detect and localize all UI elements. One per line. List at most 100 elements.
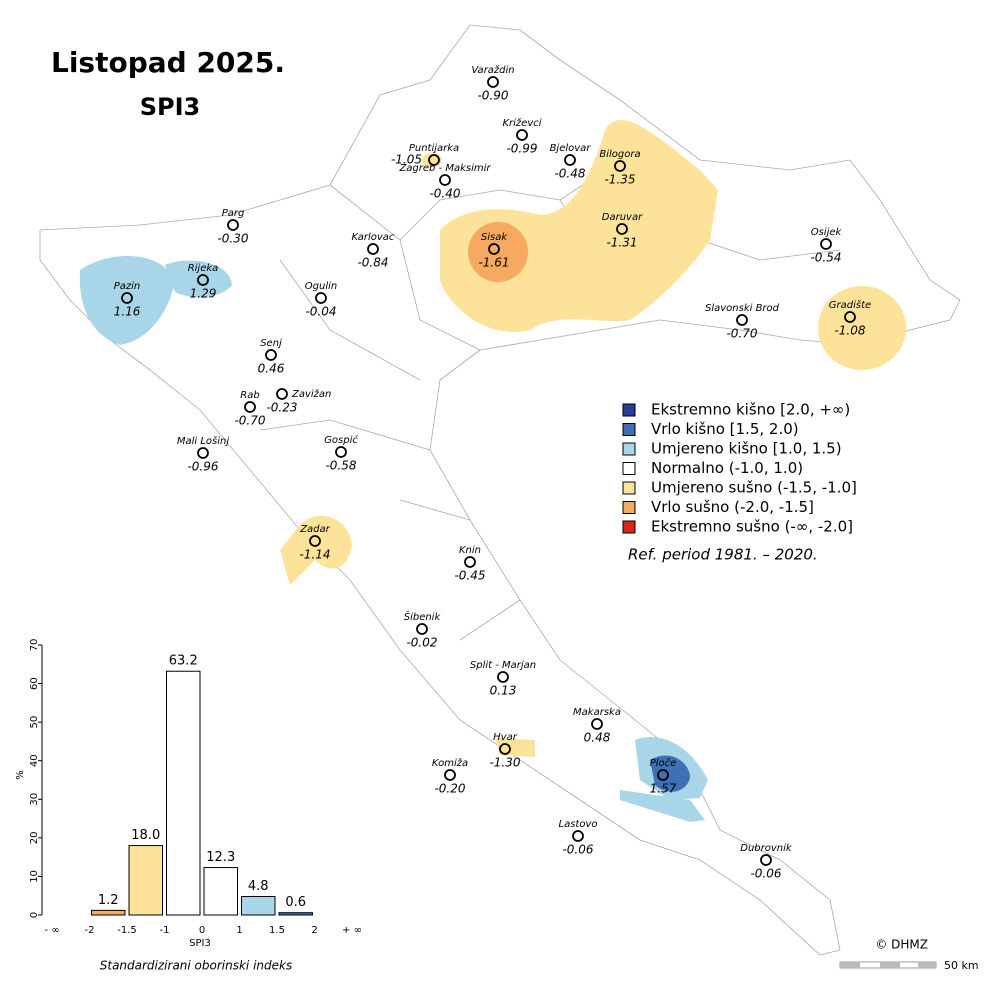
scale-label: 50 km [944, 959, 979, 972]
station-marker [820, 238, 832, 250]
legend-label: Ekstremno sušno (-∞, -2.0] [651, 518, 853, 536]
bar-label: 12.3 [206, 850, 235, 865]
y-tick-label: 50 [29, 716, 40, 729]
station-value: 1.16 [114, 305, 141, 319]
y-tick-label: 20 [29, 831, 40, 844]
station-marker [487, 76, 499, 88]
station-value: -0.58 [325, 459, 356, 473]
station-marker [315, 292, 327, 304]
y-tick-label: 30 [29, 793, 40, 806]
station-value: -0.04 [305, 305, 336, 319]
map-base [39, 24, 961, 956]
x-tick-label: -2 [85, 925, 95, 936]
station-value: -0.99 [506, 142, 537, 156]
station-marker [227, 219, 239, 231]
station-value: -0.96 [187, 460, 218, 474]
x-tick-label: 2 [311, 925, 317, 936]
y-tick-label: 60 [29, 677, 40, 690]
station-name: Zavižan [291, 388, 331, 400]
station-marker [309, 535, 321, 547]
station-value: -0.90 [477, 89, 508, 103]
bar [91, 909, 126, 916]
station-value: -1.05 [391, 153, 422, 167]
station-name: Bjelovar [550, 143, 592, 154]
ref-period: Ref. period 1981. – 2020. [628, 546, 818, 564]
station-marker [497, 671, 509, 683]
y-tick-label: 40 [29, 754, 40, 767]
bar-label: 1.2 [98, 893, 119, 908]
station-name: Rijeka [188, 263, 219, 274]
station-name: Lastovo [559, 819, 598, 830]
station-value: -0.30 [217, 232, 248, 246]
bar-label: 63.2 [169, 654, 198, 669]
station-name: Split - Marjan [470, 660, 536, 671]
station-marker [488, 243, 500, 255]
station-name: Ploče [650, 757, 677, 769]
station-value: 0.46 [258, 362, 285, 376]
station-value: 0.13 [490, 684, 517, 698]
station-marker [499, 743, 511, 755]
station-marker [616, 223, 628, 235]
station-marker [439, 174, 451, 186]
x-axis-label: SPI3 [189, 938, 211, 949]
x-tick-label: 1 [236, 925, 242, 936]
y-tick-label: 0 [29, 912, 40, 918]
y-axis-label: % [15, 770, 26, 780]
station-name: Makarska [573, 707, 621, 718]
station-marker [591, 718, 603, 730]
chart-caption: Standardizirani oborinski indeks [100, 959, 292, 973]
station-value: 1.29 [190, 287, 217, 301]
station-value: -1.31 [606, 236, 637, 250]
station-value: -0.06 [562, 843, 593, 857]
bar [241, 895, 276, 916]
station-marker [572, 830, 584, 842]
station-name: Pazin [114, 281, 141, 292]
station-name: Komiža [432, 757, 468, 769]
station-marker [367, 243, 379, 255]
station-marker [416, 623, 428, 635]
station-name: Ogulin [305, 281, 337, 292]
station-name: Hvar [493, 732, 518, 743]
station-value: -1.08 [834, 324, 865, 338]
station-name: Osijek [811, 227, 843, 238]
station-value: -1.61 [478, 256, 509, 270]
legend-label: Umjereno sušno (-1.5, -1.0] [651, 479, 857, 497]
station-marker [244, 401, 256, 413]
station-name: Daruvar [602, 212, 643, 223]
station-marker [736, 314, 748, 326]
station-name: Šibenik [404, 610, 442, 623]
station-value: -1.35 [604, 173, 635, 187]
station-marker [428, 154, 440, 166]
legend-swatch [622, 442, 636, 456]
scale-bar [839, 961, 937, 969]
bar-label: 18.0 [131, 828, 160, 843]
y-tick-label: 10 [29, 870, 40, 883]
station-marker [197, 447, 209, 459]
legend-label: Ekstremno kišno [2.0, +∞) [651, 401, 850, 419]
station-name: Parg [222, 208, 245, 219]
station-name: Križevci [502, 117, 541, 129]
station-name: Gospić [324, 434, 358, 446]
station-marker [335, 446, 347, 458]
station-name: Bilogora [599, 149, 640, 160]
x-tick-label: 1.5 [269, 925, 285, 936]
legend-label: Umjereno kišno [1.0, 1.5) [651, 440, 842, 458]
station-value: -0.06 [750, 867, 781, 881]
bar-label: 0.6 [285, 895, 306, 910]
station-name: Sisak [481, 232, 508, 243]
station-marker [197, 274, 209, 286]
station-value: -0.70 [234, 414, 265, 428]
bar [128, 845, 163, 916]
station-value: -0.23 [266, 401, 297, 415]
station-name: Zadar [299, 524, 330, 535]
station-marker [121, 292, 133, 304]
station-value: -0.54 [810, 251, 841, 265]
station-name: Dubrovnik [740, 843, 793, 854]
bar [278, 912, 313, 916]
station-name: Slavonski Brod [705, 303, 780, 314]
station-marker [614, 160, 626, 172]
station-marker [760, 854, 772, 866]
legend-label: Normalno (-1.0, 1.0) [651, 459, 803, 477]
legend-label: Vrlo sušno (-2.0, -1.5] [651, 498, 814, 516]
